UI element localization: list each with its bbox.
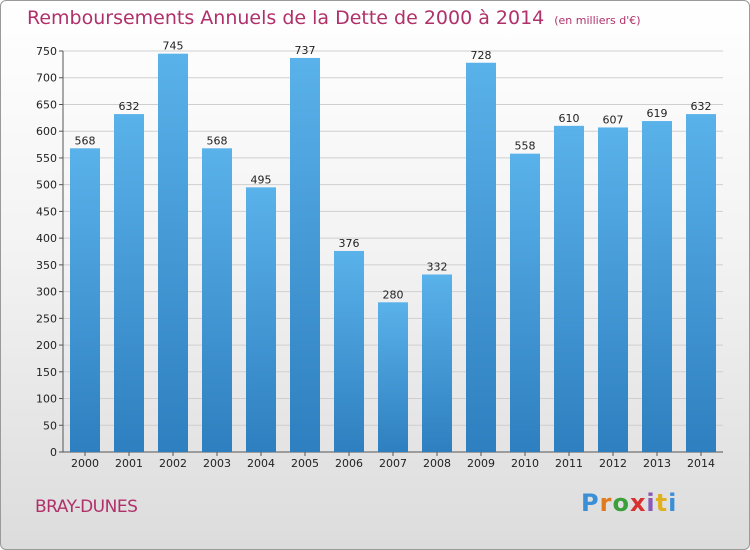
y-tick-label: 250 — [36, 312, 57, 325]
x-tick-label: 2008 — [423, 457, 451, 470]
x-tick-label: 2012 — [599, 457, 627, 470]
bar — [554, 125, 584, 452]
x-tick-label: 2010 — [511, 457, 539, 470]
x-tick-label: 2001 — [115, 457, 143, 470]
y-tick-label: 200 — [36, 339, 57, 352]
x-tick-label: 2011 — [555, 457, 583, 470]
x-tick-label: 2013 — [643, 457, 671, 470]
logo-letter: r — [599, 489, 613, 517]
data-label: 568 — [207, 134, 228, 147]
bar — [686, 114, 716, 452]
bar — [510, 153, 540, 452]
data-label: 607 — [603, 113, 624, 126]
logo-letter: P — [581, 489, 600, 517]
x-tick-label: 2007 — [379, 457, 407, 470]
y-tick-label: 50 — [43, 419, 57, 432]
bar — [422, 274, 452, 452]
city-name: BRAY-DUNES — [35, 497, 138, 517]
data-label: 558 — [515, 140, 536, 153]
x-tick-label: 2009 — [467, 457, 495, 470]
data-label: 632 — [119, 100, 140, 113]
bar — [334, 250, 364, 452]
chart-title-text: Remboursements Annuels de la Dette de 20… — [27, 7, 545, 29]
y-tick-label: 600 — [36, 125, 57, 138]
data-label: 332 — [427, 260, 448, 273]
bar — [598, 127, 628, 452]
data-label: 376 — [339, 237, 360, 250]
bar — [202, 148, 232, 452]
y-tick-label: 450 — [36, 205, 57, 218]
data-label: 568 — [75, 134, 96, 147]
bar — [158, 53, 188, 452]
data-label: 745 — [163, 40, 184, 53]
x-tick-label: 2014 — [687, 457, 715, 470]
bar — [290, 57, 320, 452]
y-tick-label: 100 — [36, 393, 57, 406]
y-tick-label: 350 — [36, 259, 57, 272]
bar — [378, 302, 408, 452]
data-label: 632 — [691, 100, 712, 113]
logo-letter: t — [655, 489, 669, 517]
x-tick-label: 2006 — [335, 457, 363, 470]
data-label: 619 — [647, 107, 668, 120]
bar — [466, 62, 496, 452]
y-tick-label: 650 — [36, 98, 57, 111]
bar — [642, 121, 672, 453]
x-tick-label: 2000 — [71, 457, 99, 470]
y-tick-label: 300 — [36, 286, 57, 299]
logo-letter: o — [612, 489, 630, 517]
y-tick-label: 500 — [36, 179, 57, 192]
bar — [114, 114, 144, 452]
chart-subtitle: (en milliers d'€) — [554, 14, 641, 27]
data-label: 280 — [383, 288, 404, 301]
y-tick-label: 700 — [36, 72, 57, 85]
logo-letter: x — [629, 489, 647, 517]
bar — [246, 187, 276, 452]
data-label: 495 — [251, 173, 272, 186]
x-tick-label: 2002 — [159, 457, 187, 470]
x-tick-label: 2003 — [203, 457, 231, 470]
y-tick-label: 150 — [36, 366, 57, 379]
data-label: 737 — [295, 44, 316, 57]
bar — [70, 148, 100, 452]
y-tick-label: 550 — [36, 152, 57, 165]
y-tick-label: 750 — [36, 45, 57, 58]
y-tick-label: 0 — [50, 446, 57, 459]
y-tick-label: 400 — [36, 232, 57, 245]
logo-letter: i — [668, 489, 678, 517]
data-label: 610 — [559, 112, 580, 125]
x-tick-label: 2005 — [291, 457, 319, 470]
proxiti-logo: Proxiti — [581, 489, 677, 517]
x-tick-label: 2004 — [247, 457, 275, 470]
chart-title: Remboursements Annuels de la Dette de 20… — [27, 7, 641, 29]
logo-letter: i — [646, 489, 656, 517]
data-label: 728 — [471, 49, 492, 62]
